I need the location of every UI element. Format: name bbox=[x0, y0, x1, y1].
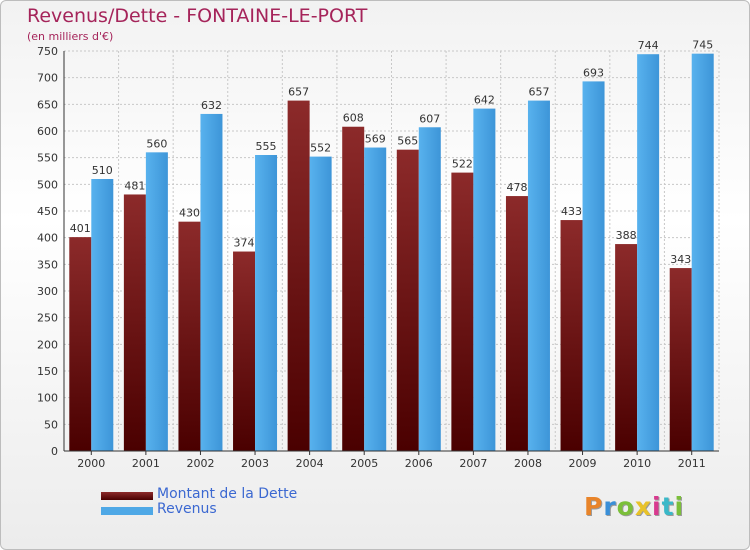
x-tick-label: 2010 bbox=[623, 457, 651, 470]
y-tick-label: 150 bbox=[37, 365, 58, 378]
data-label: 401 bbox=[70, 222, 91, 235]
data-label: 745 bbox=[692, 39, 713, 52]
grid-lines bbox=[63, 50, 720, 452]
legend-label-dette: Montant de la Dette bbox=[157, 486, 298, 502]
data-label: 481 bbox=[124, 179, 145, 192]
bar-dette bbox=[451, 172, 474, 451]
x-tick-label: 2011 bbox=[678, 457, 706, 470]
logo-letter: x bbox=[634, 492, 652, 521]
bar-revenus bbox=[637, 54, 660, 451]
data-label: 569 bbox=[365, 133, 386, 146]
data-label: 632 bbox=[201, 99, 222, 112]
logo-letter: o bbox=[616, 492, 635, 521]
data-label: 374 bbox=[234, 237, 255, 250]
data-label: 657 bbox=[528, 86, 549, 99]
bars bbox=[69, 53, 714, 452]
y-tick-label: 400 bbox=[37, 232, 58, 245]
data-label: 552 bbox=[310, 142, 331, 155]
chart-title: Revenus/Dette - FONTAINE-LE-PORT bbox=[27, 5, 368, 27]
y-tick-label: 750 bbox=[37, 45, 58, 58]
data-label: 510 bbox=[92, 164, 113, 177]
y-tick-label: 200 bbox=[37, 338, 58, 351]
bar-dette bbox=[505, 196, 528, 451]
data-label: 744 bbox=[638, 39, 659, 52]
x-tick-label: 2004 bbox=[296, 457, 324, 470]
bar-revenus bbox=[418, 127, 441, 452]
x-tick-label: 2007 bbox=[459, 457, 487, 470]
data-label: 522 bbox=[452, 158, 473, 171]
legend-swatch-revenus bbox=[101, 507, 153, 515]
legend-swatch-dette bbox=[101, 492, 153, 500]
y-tick-label: 500 bbox=[37, 178, 58, 191]
data-label: 388 bbox=[616, 229, 637, 242]
bar-revenus bbox=[309, 156, 332, 451]
data-label: 343 bbox=[670, 253, 691, 266]
y-tick-label: 450 bbox=[37, 205, 58, 218]
data-label: 555 bbox=[256, 140, 277, 153]
chart-subtitle: (en milliers d'€) bbox=[27, 30, 114, 43]
logo-letter: t bbox=[661, 492, 675, 521]
x-tick-label: 2009 bbox=[569, 457, 597, 470]
data-label: 433 bbox=[561, 205, 582, 218]
y-tick-label: 300 bbox=[37, 285, 58, 298]
data-label: 565 bbox=[397, 135, 418, 148]
proxiti-logo: Proxiti bbox=[584, 492, 684, 521]
x-tick-label: 2006 bbox=[405, 457, 433, 470]
y-tick-label: 0 bbox=[51, 445, 58, 458]
axes: 0 50 100 150 200 250 300 350 400 450 500 550 600 650 7… bbox=[37, 45, 719, 470]
bar-dette bbox=[233, 251, 256, 451]
bar-revenus bbox=[364, 147, 387, 452]
legend-label-revenus: Revenus bbox=[157, 501, 217, 517]
bar-revenus bbox=[582, 81, 605, 452]
data-label: 642 bbox=[474, 94, 495, 107]
data-label: 430 bbox=[179, 207, 200, 220]
y-tick-label: 550 bbox=[37, 152, 58, 165]
bar-dette bbox=[123, 194, 146, 451]
bar-dette bbox=[69, 237, 92, 451]
x-tick-label: 2001 bbox=[132, 457, 160, 470]
y-tick-label: 700 bbox=[37, 72, 58, 85]
bar-revenus bbox=[691, 53, 714, 452]
x-tick-label: 2005 bbox=[350, 457, 378, 470]
bar-dette bbox=[342, 126, 365, 451]
bar-revenus bbox=[145, 152, 168, 452]
y-tick-label: 650 bbox=[37, 98, 58, 111]
logo-letter: i bbox=[674, 492, 685, 521]
bar-revenus bbox=[200, 113, 223, 451]
bar-dette bbox=[396, 149, 419, 451]
y-tick-label: 600 bbox=[37, 125, 58, 138]
data-label: 478 bbox=[506, 181, 527, 194]
bar-dette bbox=[560, 220, 583, 451]
y-tick-label: 50 bbox=[44, 418, 58, 431]
bar-revenus bbox=[91, 179, 114, 451]
x-tick-label: 2008 bbox=[514, 457, 542, 470]
data-label: 693 bbox=[583, 66, 604, 79]
bar-dette bbox=[669, 268, 692, 451]
bar-revenus bbox=[255, 155, 278, 451]
x-tick-label: 2002 bbox=[186, 457, 214, 470]
bar-dette bbox=[178, 221, 201, 451]
data-label: 607 bbox=[419, 112, 440, 125]
x-tick-label: 2000 bbox=[77, 457, 105, 470]
x-tick-label: 2003 bbox=[241, 457, 269, 470]
data-label: 560 bbox=[146, 137, 167, 150]
bar-revenus bbox=[473, 108, 496, 451]
data-label: 608 bbox=[343, 112, 364, 125]
data-label: 657 bbox=[288, 86, 309, 99]
bar-dette bbox=[615, 244, 638, 451]
y-tick-label: 250 bbox=[37, 312, 58, 325]
logo-letter: P bbox=[584, 492, 604, 521]
y-tick-label: 350 bbox=[37, 258, 58, 271]
bar-dette bbox=[287, 100, 310, 451]
bar-revenus bbox=[527, 100, 550, 451]
logo-letter: i bbox=[652, 492, 662, 521]
logo-letter: r bbox=[603, 492, 617, 521]
y-tick-label: 100 bbox=[37, 392, 58, 405]
